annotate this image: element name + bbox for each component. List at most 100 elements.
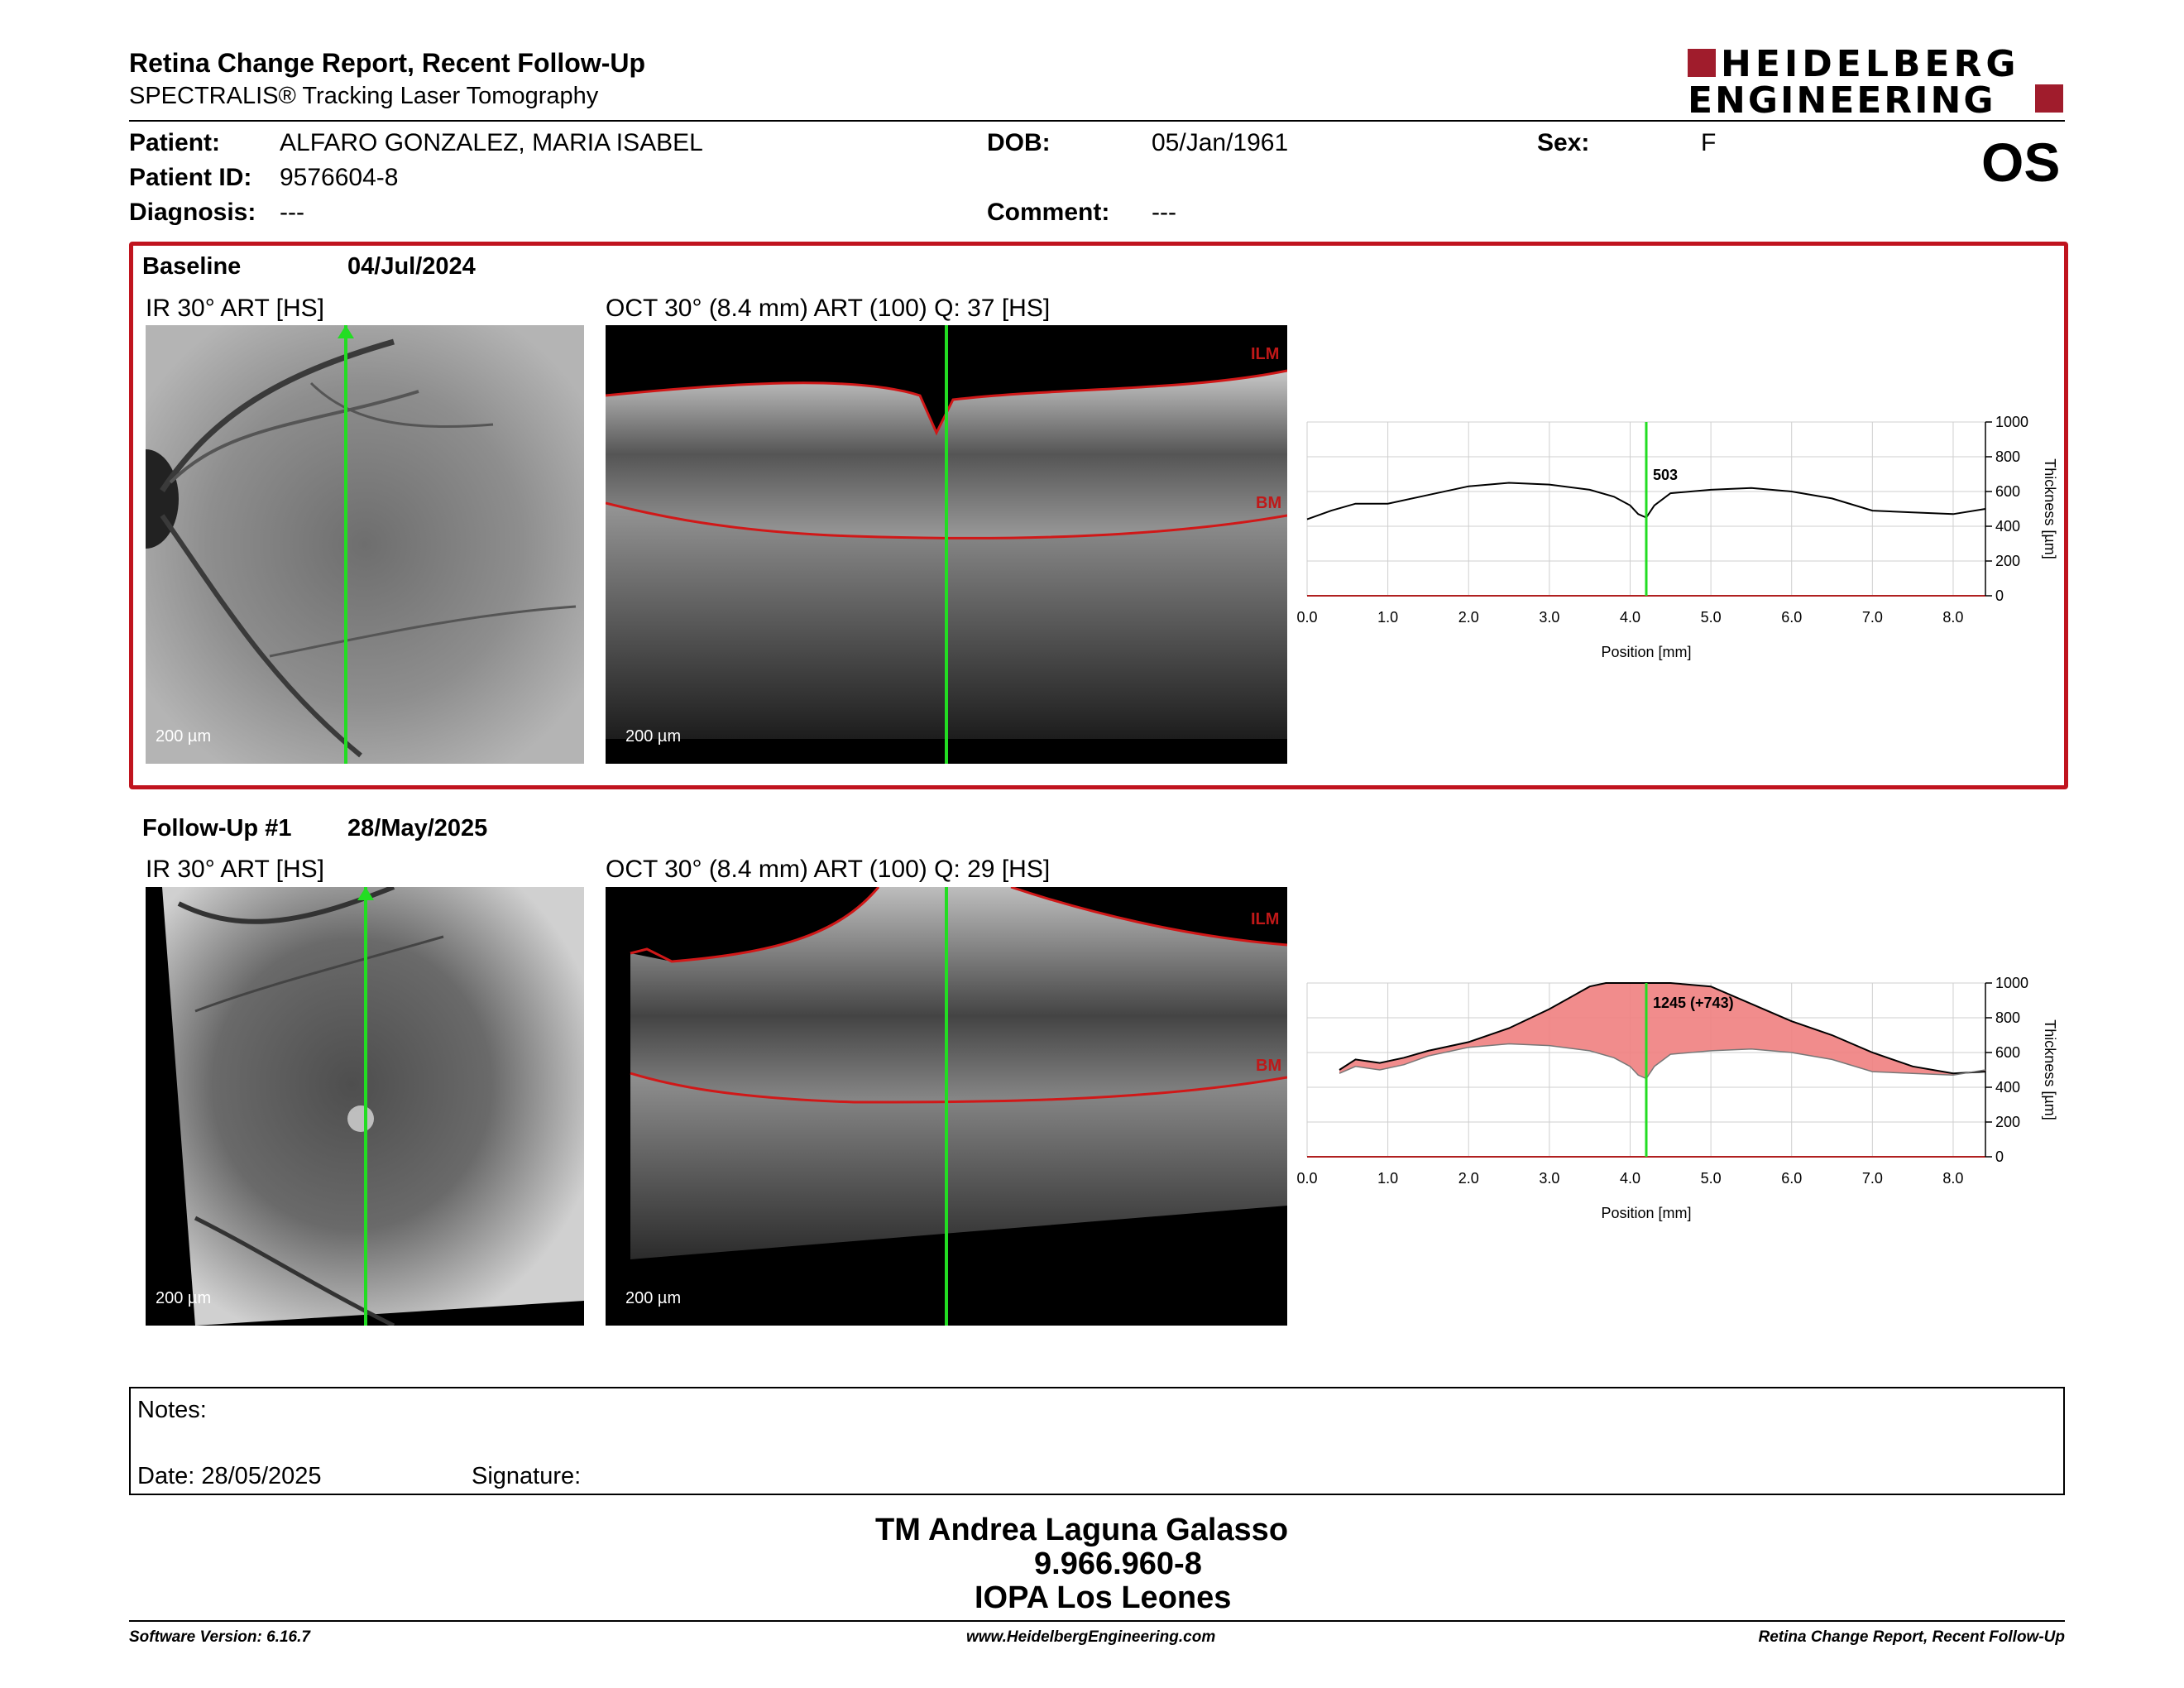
x-tick-label: 6.0 [1781,1170,1802,1187]
baseline-frame [129,242,2068,789]
x-tick-label: 0.0 [1296,609,1317,626]
x-tick-label: 6.0 [1781,609,1802,626]
report-title: Retina Change Report, Recent Follow-Up [129,48,646,78]
y-tick-label: 1000 [1995,975,2028,991]
x-tick-label: 1.0 [1377,1170,1398,1187]
x-tick-label: 1.0 [1377,609,1398,626]
followup-oct-scan-line [945,887,948,1326]
footer-report-name: Retina Change Report, Recent Follow-Up [1758,1628,2065,1646]
heidelberg-logo: HEIDELBERG ENGINEERING [1688,43,2065,122]
x-axis-label: Position [mm] [1601,644,1691,660]
y-tick-label: 200 [1995,1114,2020,1130]
baseline-oct-scalebar: 200 µm [625,727,682,746]
followup-label: Follow-Up #1 [142,815,292,842]
scan-direction-arrow-icon [338,325,354,338]
logo-square-bottom-icon [2035,84,2063,113]
baseline-ir-scan-line [344,325,347,764]
y-tick-label: 800 [1995,1009,2020,1026]
patient-id-label: Patient ID: [129,164,252,191]
signer-id: 9.966.960-8 [1034,1547,1202,1581]
x-tick-label: 8.0 [1942,609,1963,626]
software-version: Software Version: 6.16.7 [129,1628,310,1646]
notes-date: Date: 28/05/2025 [137,1463,322,1489]
signer-institution: IOPA Los Leones [975,1580,1232,1615]
dob-label: DOB: [987,129,1051,156]
followup-thickness-chart: 0.0 1.0 2.0 3.0 4.0 5.0 6.0 7.0 8.0 0 200 400 600 800… [1296,975,2058,1221]
x-tick-label: 4.0 [1620,1170,1640,1187]
y-tick-label: 400 [1995,518,2020,535]
y-axis-label: Thickness [µm] [2042,458,2058,559]
x-tick-label: 7.0 [1862,1170,1883,1187]
followup-oct-image: ILM BM 200 µm [606,887,1287,1326]
baseline-ilm-label: ILM [1251,345,1280,363]
baseline-thickness-line [1339,1043,1986,1080]
x-tick-label: 8.0 [1942,1170,1963,1187]
baseline-bm-label: BM [1256,494,1282,512]
x-tick-label: 0.0 [1296,1170,1317,1187]
y-tick-label: 200 [1995,553,2020,569]
baseline-ir-scalebar: 200 µm [156,727,212,746]
patient-id-value: 9576604-8 [280,164,399,191]
notes-label: Notes: [137,1397,207,1423]
baseline-ir-image: 200 µm [146,325,584,764]
report-subtitle: SPECTRALIS® Tracking Laser Tomography [129,83,599,109]
x-tick-label: 5.0 [1701,609,1722,626]
y-axis-label: Thickness [µm] [2042,1019,2058,1120]
footer-divider [129,1620,2065,1622]
y-tick-label: 0 [1995,1149,2004,1165]
eye-label: OS [1981,132,2061,193]
followup-date: 28/May/2025 [347,815,488,842]
baseline-date: 04/Jul/2024 [347,253,476,280]
marker-value-label: 1245 (+743) [1653,995,1734,1011]
y-tick-label: 800 [1995,448,2020,465]
y-tick-label: 1000 [1995,414,2028,430]
x-tick-label: 4.0 [1620,609,1640,626]
baseline-label: Baseline [142,253,242,280]
signature-label: Signature: [472,1463,582,1489]
patient-label: Patient: [129,129,221,156]
website-link[interactable]: www.HeidelbergEngineering.com [966,1628,1216,1646]
thickness-line [1306,482,1986,520]
baseline-oct-title: OCT 30° (8.4 mm) ART (100) Q: 37 [HS] [606,295,1051,322]
logo-square-top-icon [1688,49,1716,77]
sex-label: Sex: [1537,129,1590,156]
signer-name: TM Andrea Laguna Galasso [875,1513,1289,1547]
header-divider [129,120,2065,122]
y-tick-label: 0 [1995,587,2004,604]
x-tick-label: 3.0 [1539,1170,1559,1187]
baseline-ir-title: IR 30° ART [HS] [146,295,324,322]
x-tick-label: 5.0 [1701,1170,1722,1187]
followup-ir-scan-line [364,887,367,1326]
followup-ir-title: IR 30° ART [HS] [146,856,324,883]
logo-line1: HEIDELBERG [1721,43,2020,85]
followup-bm-label: BM [1256,1057,1282,1075]
x-tick-label: 7.0 [1862,609,1883,626]
marker-value-label: 503 [1653,467,1678,483]
diagnosis-label: Diagnosis: [129,199,256,226]
followup-oct-title: OCT 30° (8.4 mm) ART (100) Q: 29 [HS] [606,856,1051,883]
y-tick-label: 600 [1995,483,2020,500]
followup-ilm-label: ILM [1251,910,1280,928]
patient-name: ALFARO GONZALEZ, MARIA ISABEL [280,129,703,156]
baseline-oct-scan-line [945,325,948,764]
x-axis-label: Position [mm] [1601,1205,1691,1221]
baseline-thickness-chart: 0.0 1.0 2.0 3.0 4.0 5.0 6.0 7.0 8.0 0 200 400 600 800… [1296,414,2058,660]
notes-box: Notes: Date: 28/05/2025 Signature: [129,1387,2065,1495]
sex-value: F [1701,129,1717,156]
followup-ir-image: 200 µm [146,887,584,1326]
comment-value: --- [1152,199,1176,226]
y-tick-label: 600 [1995,1044,2020,1061]
baseline-oct-image: ILM BM 200 µm [606,325,1287,764]
x-tick-label: 2.0 [1458,609,1479,626]
followup-oct-scalebar: 200 µm [625,1289,682,1307]
scan-direction-arrow-icon [357,887,374,900]
followup-thickness-line [1339,982,1986,1075]
x-tick-label: 3.0 [1539,609,1559,626]
thickness-change-area [1339,983,1985,1079]
y-tick-label: 400 [1995,1079,2020,1096]
diagnosis-value: --- [280,199,304,226]
followup-ir-scalebar: 200 µm [156,1289,212,1307]
dob-value: 05/Jan/1961 [1152,129,1289,156]
logo-line2: ENGINEERING [1688,79,1996,122]
comment-label: Comment: [987,199,1110,226]
